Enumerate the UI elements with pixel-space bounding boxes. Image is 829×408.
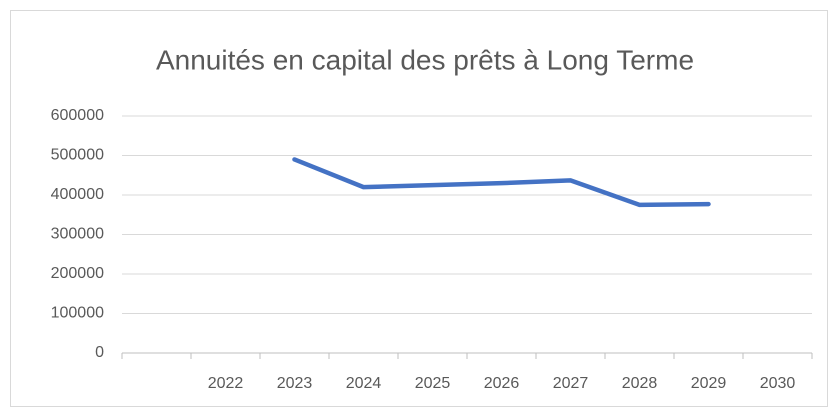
y-tick-label: 300000 <box>51 226 104 243</box>
x-tick-label: 2022 <box>208 375 244 392</box>
chart-border <box>10 10 828 407</box>
y-tick-label: 200000 <box>51 265 104 282</box>
y-tick-label: 600000 <box>51 107 104 124</box>
x-tick-label: 2023 <box>277 375 313 392</box>
y-tick-label: 100000 <box>51 305 104 322</box>
y-tick-label: 0 <box>95 344 104 361</box>
x-tick-label: 2025 <box>415 375 451 392</box>
x-tick-label: 2026 <box>484 375 520 392</box>
x-tick-label: 2030 <box>760 375 796 392</box>
x-tick-label: 2027 <box>553 375 589 392</box>
x-tick-label: 2029 <box>691 375 727 392</box>
x-tick-label: 2028 <box>622 375 658 392</box>
y-tick-label: 500000 <box>51 147 104 164</box>
line-series <box>292 157 711 208</box>
chart-title: Annuités en capital des prêts à Long Ter… <box>156 44 694 75</box>
x-tick-label: 2024 <box>346 375 382 392</box>
y-tick-label: 400000 <box>51 186 104 203</box>
